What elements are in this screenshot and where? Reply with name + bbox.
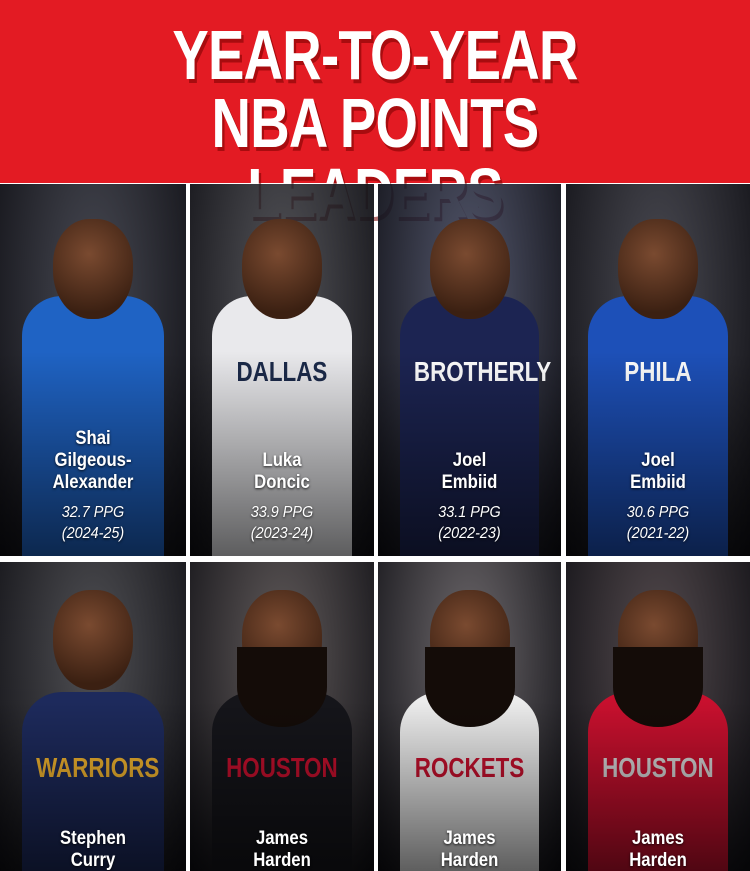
ppg-value: 33.1 PPG (438, 504, 501, 521)
player-info: Shai Gilgeous- Alexander 32.7 PPG (2024-25) (0, 428, 186, 544)
player-name: Joel (452, 450, 487, 471)
season-label: (2021-22) (626, 525, 690, 542)
player-info: Joel Embiid 33.1 PPG (2022-23) (378, 450, 561, 544)
player-name: James (443, 828, 496, 849)
player-card: Shai Gilgeous- Alexander 32.7 PPG (2024-25) (0, 184, 186, 556)
ppg-value: 32.7 PPG (61, 504, 125, 521)
title-line-1: YEAR-TO-YEAR (172, 16, 578, 94)
shade-overlay (190, 184, 374, 556)
player-name: Stephen (60, 828, 126, 849)
player-name: Luka (262, 450, 302, 471)
player-name: Harden (253, 850, 311, 871)
player-name: Alexander (52, 472, 134, 493)
shade-overlay (378, 184, 561, 556)
player-info: James Harden (566, 828, 750, 871)
ppg-value: 33.9 PPG (250, 504, 314, 521)
player-info: Stephen Curry (0, 828, 186, 871)
player-name: Harden (629, 850, 687, 871)
player-info: Joel Embiid 30.6 PPG (2021-22) (566, 450, 750, 544)
player-name: Doncic (254, 472, 310, 493)
ppg-value: 30.6 PPG (626, 504, 690, 521)
shade-overlay (566, 184, 750, 556)
player-name: Harden (440, 850, 499, 871)
player-name: Joel (641, 450, 675, 471)
shade-overlay (378, 562, 561, 871)
shade-overlay (0, 562, 186, 871)
season-label: (2023-24) (250, 525, 314, 542)
player-name: James (631, 828, 685, 849)
season-label: (2024-25) (61, 525, 125, 542)
shade-overlay (0, 184, 186, 556)
player-info: James Harden (190, 828, 374, 871)
shade-overlay (190, 562, 374, 871)
header-banner: YEAR-TO-YEAR NBA POINTS LEADERS (0, 0, 750, 228)
player-name: James (255, 828, 309, 849)
season-label: (2022-23) (438, 525, 501, 542)
player-name: Curry (70, 850, 116, 871)
player-name: Embiid (441, 472, 498, 493)
shade-overlay (566, 562, 750, 871)
player-name: Embiid (630, 472, 686, 493)
player-name: Shai (75, 428, 111, 449)
player-info: Luka Doncic 33.9 PPG (2023-24) (190, 450, 374, 544)
player-name: Gilgeous- (54, 450, 132, 471)
player-info: James Harden (378, 828, 561, 871)
